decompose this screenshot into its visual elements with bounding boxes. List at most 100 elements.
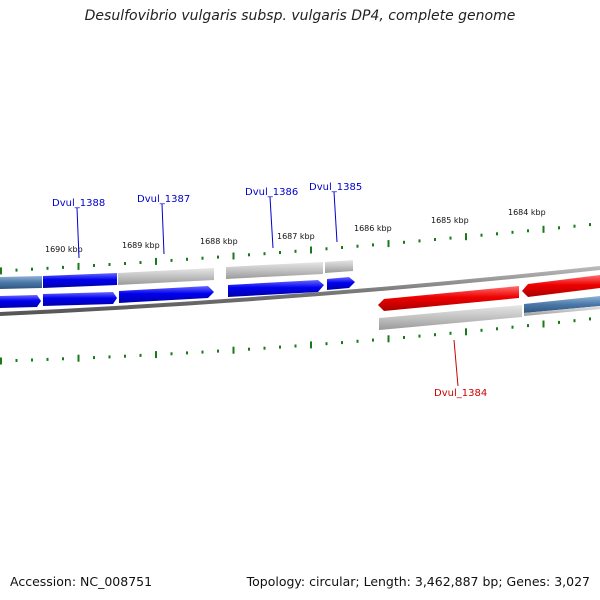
gene-label-dvul-1384[interactable]: Dvul_1384	[434, 388, 487, 399]
genome-backbone	[0, 266, 600, 316]
minor-tick	[31, 358, 33, 362]
gene-arrow-dvul-1383[interactable]	[522, 275, 600, 297]
kbp-label: 1684 kbp	[508, 208, 546, 217]
kbp-label: 1689 kbp	[122, 241, 160, 250]
minor-tick	[418, 334, 421, 338]
minor-tick	[15, 359, 18, 362]
minor-tick	[480, 233, 483, 237]
minor-tick	[201, 350, 204, 354]
minor-tick	[263, 346, 266, 350]
leader-line	[76, 207, 80, 259]
minor-tick	[217, 349, 219, 353]
minor-tick	[403, 240, 405, 244]
gene-arrow-dvul-1389[interactable]	[0, 295, 41, 308]
kbp-label: 1688 kbp	[200, 237, 238, 246]
kbp-label: 1687 kbp	[277, 232, 315, 241]
gray-segment	[524, 306, 600, 316]
kbp-label: 1685 kbp	[431, 216, 469, 225]
major-tick	[542, 225, 545, 233]
minor-tick	[449, 236, 452, 240]
minor-tick	[279, 345, 281, 349]
minor-tick	[139, 261, 142, 264]
minor-tick	[589, 223, 591, 227]
minor-tick	[511, 325, 514, 329]
upper-segment-lane	[0, 260, 353, 289]
minor-tick	[341, 246, 343, 249]
minor-tick	[449, 331, 452, 335]
minor-tick	[93, 356, 95, 360]
major-tick	[0, 267, 2, 275]
gray-segment	[226, 262, 323, 279]
gene-label-dvul-1387[interactable]: Dvul_1387	[137, 194, 190, 205]
major-tick	[77, 354, 80, 362]
major-tick	[310, 246, 312, 254]
minor-tick	[108, 263, 111, 266]
minor-tick	[62, 265, 64, 269]
minor-tick	[108, 355, 111, 359]
gene-arrow-dvul-1385[interactable]	[327, 277, 355, 290]
minor-tick	[480, 328, 483, 332]
major-tick	[77, 262, 80, 270]
gene-arrow-dvul-1386[interactable]	[228, 280, 324, 297]
major-tick	[155, 257, 157, 265]
gene-label-group: Dvul_1388 Dvul_1387 Dvul_1386 Dvul_1385 …	[52, 182, 487, 399]
minor-tick	[558, 226, 560, 230]
minor-tick	[325, 342, 328, 346]
gene-arrow-dvul-1384[interactable]	[378, 286, 519, 311]
minor-tick	[325, 247, 328, 251]
leader-line	[269, 196, 274, 249]
minor-tick	[263, 252, 266, 256]
minor-tick	[589, 317, 591, 321]
minor-tick	[527, 229, 529, 233]
minor-tick	[294, 344, 297, 348]
steel-segment	[524, 296, 600, 313]
leader-line	[453, 339, 459, 387]
minor-tick	[403, 336, 405, 339]
forward-gene-lane	[0, 277, 355, 308]
minor-tick	[372, 338, 374, 342]
gene-label-dvul-1386[interactable]: Dvul_1386	[245, 187, 298, 198]
minor-tick	[186, 351, 188, 355]
minor-tick	[186, 257, 188, 261]
minor-tick	[62, 357, 64, 361]
minor-tick	[418, 239, 421, 243]
minor-tick	[372, 243, 374, 247]
major-tick	[0, 357, 2, 365]
minor-tick	[217, 255, 219, 259]
accession-text: Accession: NC_008751	[10, 574, 153, 589]
steel-segment	[0, 276, 42, 289]
minor-tick	[573, 319, 576, 323]
major-tick	[465, 233, 467, 241]
topology-text: Topology: circular; Length: 3,462,887 bp…	[246, 574, 590, 589]
gray-segment	[379, 305, 522, 330]
major-tick	[310, 341, 312, 349]
leader-line	[161, 203, 165, 255]
kbp-label-group: 1690 kbp 1689 kbp 1688 kbp 1687 kbp 1686…	[45, 208, 546, 254]
minor-tick	[201, 256, 204, 260]
minor-tick	[341, 341, 343, 345]
major-tick	[387, 240, 390, 248]
gene-arrow-dvul-1388[interactable]	[43, 292, 117, 306]
minor-tick	[496, 327, 498, 331]
kbp-label: 1686 kbp	[354, 224, 392, 233]
gene-label-dvul-1388[interactable]: Dvul_1388	[52, 198, 105, 209]
minor-tick	[434, 238, 436, 241]
minor-tick	[93, 264, 95, 267]
major-tick	[232, 252, 235, 260]
minor-tick	[170, 352, 173, 356]
minor-tick	[527, 324, 529, 328]
gray-segment	[325, 260, 353, 273]
lower-segment-lane	[379, 296, 600, 330]
gene-arrow-dvul-1387[interactable]	[119, 286, 214, 303]
gray-segment	[118, 268, 214, 285]
blue-segment[interactable]	[43, 273, 117, 288]
minor-tick	[124, 354, 126, 358]
leader-line	[333, 191, 338, 243]
gene-label-dvul-1385[interactable]: Dvul_1385	[309, 182, 362, 193]
major-tick	[387, 335, 390, 343]
outer-tick-row	[0, 223, 591, 275]
major-tick	[232, 346, 235, 354]
minor-tick	[124, 262, 126, 265]
minor-tick	[31, 267, 33, 271]
